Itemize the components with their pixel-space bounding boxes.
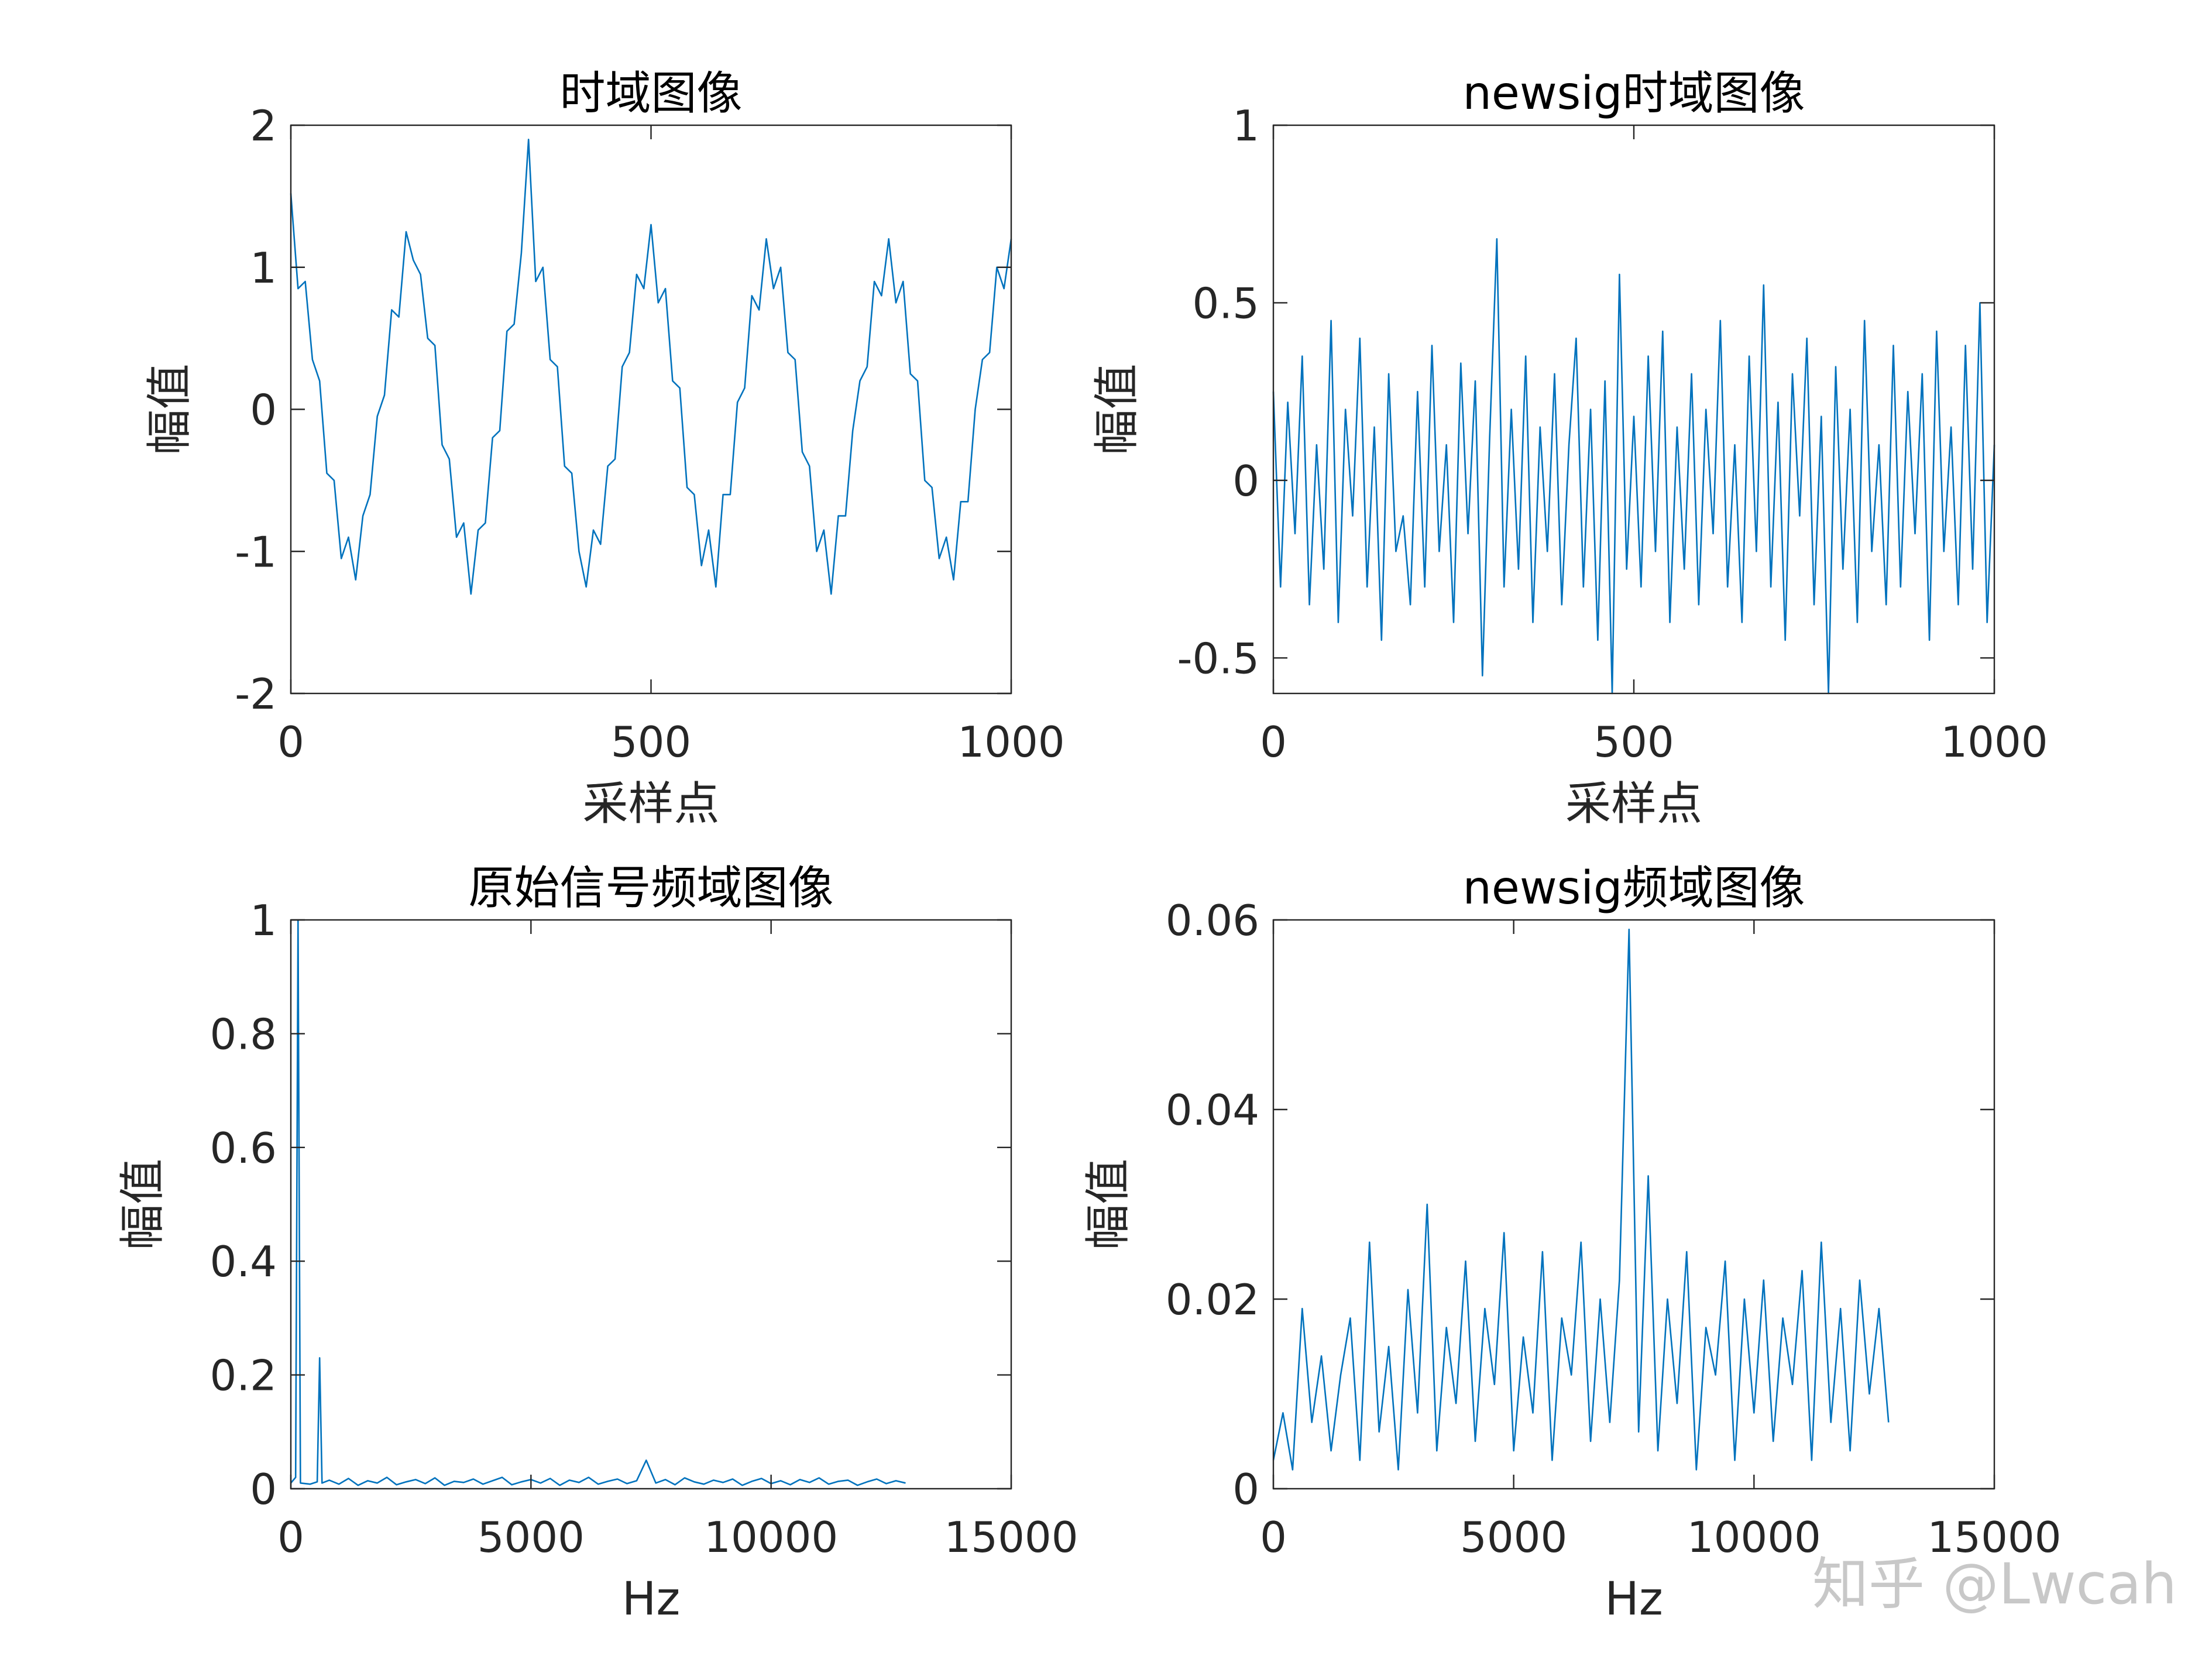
x-tick-label: 0 <box>1260 1513 1287 1562</box>
signal-line <box>1272 928 1890 1471</box>
y-tick-label: -2 <box>235 669 277 719</box>
signal-line <box>290 919 906 1486</box>
x-tick-label: 10000 <box>1687 1513 1821 1562</box>
y-tick-label: 0.06 <box>1166 896 1259 945</box>
y-tick-label: 0 <box>1232 1465 1259 1514</box>
axes-background <box>291 125 1011 693</box>
y-tick-label: 0.2 <box>209 1351 277 1400</box>
signal-line <box>1272 238 1995 695</box>
y-axis-label: 幅值 <box>116 1159 169 1250</box>
x-tick-label: 500 <box>611 717 691 767</box>
axes-box <box>290 919 1012 1490</box>
x-tick-label: 5000 <box>1460 1513 1567 1562</box>
chart-title: newsig频域图像 <box>1462 862 1805 915</box>
x-tick-label: 0 <box>277 1513 304 1562</box>
x-tick-label: 1000 <box>957 717 1064 767</box>
y-tick-label: 1 <box>250 243 277 293</box>
chart-title: 时域图像 <box>559 67 742 120</box>
y-tick-label: 0 <box>250 386 277 435</box>
y-tick-label: 0.4 <box>209 1237 277 1286</box>
y-tick-label: -0.5 <box>1177 634 1259 683</box>
x-tick-label: 500 <box>1593 717 1674 767</box>
y-tick-label: 0 <box>1232 456 1259 506</box>
y-tick-label: 0.6 <box>209 1124 277 1173</box>
x-axis-label: Hz <box>1605 1573 1663 1626</box>
signal-line <box>290 139 1012 595</box>
y-tick-label: 0.5 <box>1192 279 1259 328</box>
y-tick-label: 0.04 <box>1166 1086 1259 1135</box>
x-tick-label: 15000 <box>1927 1513 2061 1562</box>
y-axis-label: 幅值 <box>1082 1159 1135 1250</box>
chart-title: newsig时域图像 <box>1462 67 1805 120</box>
y-tick-label: 1 <box>1232 101 1259 150</box>
y-tick-label: 2 <box>250 101 277 150</box>
x-tick-label: 1000 <box>1940 717 2048 767</box>
axes-background <box>291 920 1011 1489</box>
axes-background <box>1273 125 1994 693</box>
x-axis-label: 采样点 <box>582 778 719 830</box>
axes-box <box>1272 919 1995 1490</box>
y-axis-label: 幅值 <box>1091 363 1143 455</box>
y-tick-label: 1 <box>250 896 277 945</box>
y-tick-label: -1 <box>235 527 277 576</box>
x-tick-label: 10000 <box>704 1513 838 1562</box>
x-tick-label: 15000 <box>944 1513 1078 1562</box>
x-axis-label: 采样点 <box>1565 778 1702 830</box>
x-tick-label: 5000 <box>478 1513 585 1562</box>
x-tick-label: 0 <box>277 717 304 767</box>
x-axis-label: Hz <box>622 1573 681 1626</box>
y-axis-label: 幅值 <box>143 363 196 455</box>
y-tick-label: 0 <box>250 1465 277 1514</box>
x-tick-label: 0 <box>1260 717 1287 767</box>
chart-title: 原始信号频域图像 <box>468 862 833 915</box>
watermark: 知乎 @Lwcah <box>1812 1551 2177 1617</box>
y-tick-label: 0.8 <box>209 1009 277 1059</box>
y-tick-label: 0.02 <box>1166 1275 1259 1324</box>
